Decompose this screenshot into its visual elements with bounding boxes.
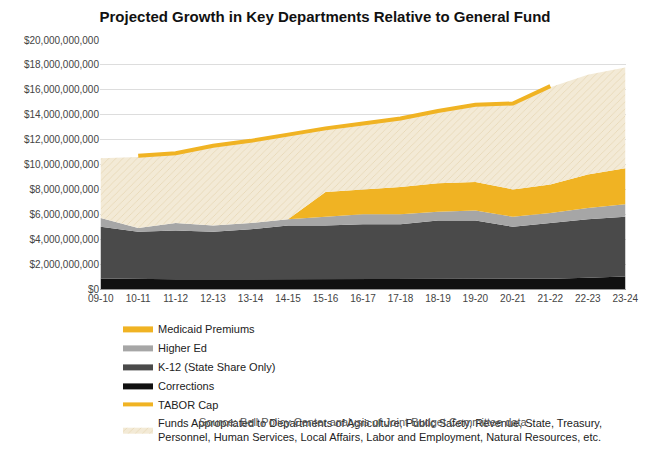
svg-text:13-14: 13-14: [238, 293, 264, 304]
svg-text:Higher Ed: Higher Ed: [158, 342, 207, 354]
svg-text:Medicaid Premiums: Medicaid Premiums: [158, 323, 255, 335]
svg-text:$18,000,000,000: $18,000,000,000: [24, 59, 100, 70]
svg-text:$14,000,000,000: $14,000,000,000: [24, 109, 100, 120]
svg-text:18-19: 18-19: [425, 293, 451, 304]
svg-text:$12,000,000,000: $12,000,000,000: [24, 134, 100, 145]
svg-text:20-21: 20-21: [500, 293, 526, 304]
svg-text:16-17: 16-17: [350, 293, 376, 304]
svg-text:17-18: 17-18: [388, 293, 414, 304]
svg-text:$0: $0: [88, 284, 100, 295]
svg-text:Funds Appropriated to Departme: Funds Appropriated to Departments of Agr…: [158, 417, 602, 443]
svg-text:$10,000,000,000: $10,000,000,000: [24, 159, 100, 170]
svg-text:Corrections: Corrections: [158, 380, 215, 392]
svg-text:$6,000,000,000: $6,000,000,000: [29, 209, 99, 220]
svg-text:$2,000,000,000: $2,000,000,000: [29, 259, 99, 270]
svg-text:Source: Bell Policy Center ana: Source: Bell Policy Center analysis of J…: [199, 416, 528, 428]
svg-text:09-10: 09-10: [88, 293, 114, 304]
svg-text:$16,000,000,000: $16,000,000,000: [24, 84, 100, 95]
svg-text:$20,000,000,000: $20,000,000,000: [24, 35, 100, 46]
svg-text:22-23: 22-23: [575, 293, 601, 304]
svg-text:11-12: 11-12: [163, 293, 188, 304]
svg-text:TABOR Cap: TABOR Cap: [158, 399, 218, 411]
svg-text:$8,000,000,000: $8,000,000,000: [29, 184, 99, 195]
svg-text:K-12 (State Share Only): K-12 (State Share Only): [158, 361, 275, 373]
svg-text:21-22: 21-22: [538, 293, 564, 304]
svg-text:19-20: 19-20: [463, 293, 489, 304]
svg-text:Projected Growth in Key Depart: Projected Growth in Key Departments Rela…: [100, 8, 551, 25]
svg-text:14-15: 14-15: [275, 293, 301, 304]
svg-text:15-16: 15-16: [313, 293, 339, 304]
svg-text:10-11: 10-11: [126, 293, 151, 304]
svg-text:$4,000,000,000: $4,000,000,000: [29, 234, 99, 245]
svg-text:12-13: 12-13: [200, 293, 226, 304]
svg-text:23-24: 23-24: [612, 293, 638, 304]
